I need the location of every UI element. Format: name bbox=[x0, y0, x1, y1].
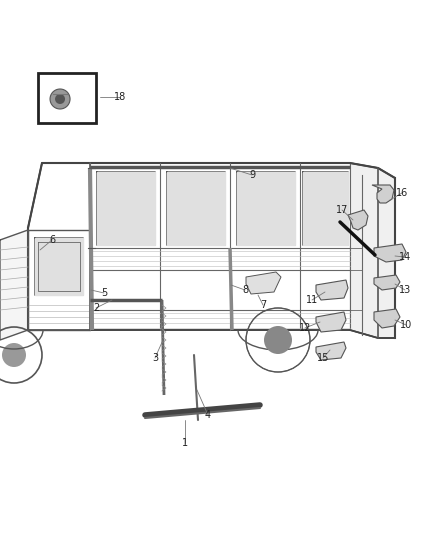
Text: 7: 7 bbox=[260, 300, 266, 310]
Text: 9: 9 bbox=[249, 170, 255, 180]
Text: 10: 10 bbox=[400, 320, 412, 330]
Text: 16: 16 bbox=[396, 188, 408, 198]
Polygon shape bbox=[374, 244, 406, 262]
Circle shape bbox=[2, 343, 26, 367]
Text: 2: 2 bbox=[93, 303, 99, 313]
Polygon shape bbox=[316, 280, 348, 300]
Polygon shape bbox=[167, 172, 225, 245]
Bar bbox=[38, 73, 96, 123]
Text: 13: 13 bbox=[399, 285, 411, 295]
Polygon shape bbox=[350, 163, 395, 338]
Text: 18: 18 bbox=[114, 92, 126, 102]
Text: 3: 3 bbox=[152, 353, 158, 363]
Text: 15: 15 bbox=[317, 353, 329, 363]
Text: 8: 8 bbox=[242, 285, 248, 295]
Text: 14: 14 bbox=[399, 252, 411, 262]
Polygon shape bbox=[303, 172, 348, 245]
Polygon shape bbox=[374, 309, 400, 328]
Text: 11: 11 bbox=[306, 295, 318, 305]
Polygon shape bbox=[237, 172, 295, 245]
Polygon shape bbox=[97, 172, 155, 245]
Polygon shape bbox=[246, 272, 281, 294]
Polygon shape bbox=[316, 312, 346, 332]
Text: 4: 4 bbox=[205, 410, 211, 420]
Polygon shape bbox=[35, 238, 83, 295]
Text: 6: 6 bbox=[49, 235, 55, 245]
Text: 1: 1 bbox=[182, 438, 188, 448]
Polygon shape bbox=[372, 185, 394, 203]
Polygon shape bbox=[348, 210, 368, 230]
Text: 17: 17 bbox=[336, 205, 348, 215]
Text: 12: 12 bbox=[299, 323, 311, 333]
Polygon shape bbox=[0, 230, 28, 340]
Circle shape bbox=[55, 94, 65, 104]
Circle shape bbox=[264, 326, 292, 354]
Text: 5: 5 bbox=[101, 288, 107, 298]
Polygon shape bbox=[316, 342, 346, 360]
Polygon shape bbox=[374, 275, 400, 290]
Circle shape bbox=[50, 89, 70, 109]
